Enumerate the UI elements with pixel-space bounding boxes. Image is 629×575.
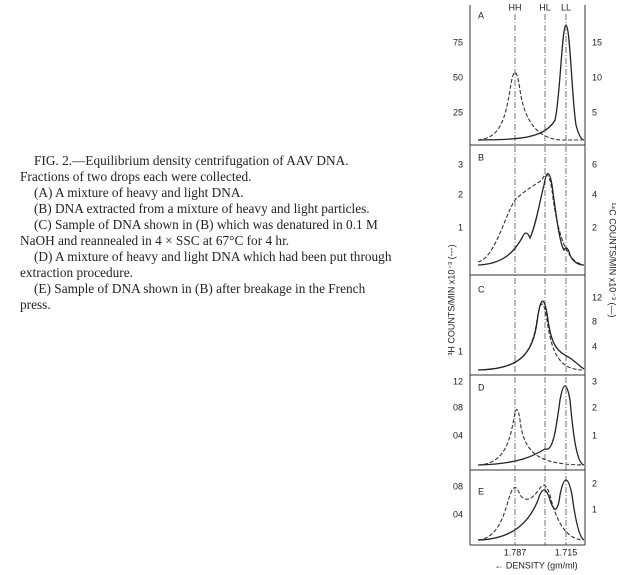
right-tick-label: 4 (592, 189, 597, 199)
band-label: HH (509, 2, 522, 12)
curve-3h (477, 484, 583, 541)
panel-letter: B (478, 152, 484, 162)
panel-letter: D (478, 382, 485, 392)
curve-3h (477, 408, 583, 466)
curve-3h (477, 173, 583, 265)
left-tick-label: 50 (453, 72, 463, 82)
right-tick-label: 2 (592, 222, 597, 232)
left-tick-label: 1 (458, 222, 463, 232)
left-tick-label: 08 (453, 481, 463, 491)
left-tick-label: 75 (453, 37, 463, 47)
curve-14c (477, 385, 585, 466)
caption-line: (C) Sample of DNA shown in (B) which was… (20, 217, 378, 248)
caption-line: FIG. 2.—Equilibrium density centrifugati… (20, 153, 349, 184)
left-tick-label: 12 (453, 376, 463, 386)
left-tick-label: 04 (453, 509, 463, 519)
curve-14c (477, 24, 585, 141)
caption-line: (A) A mixture of heavy and light DNA. (34, 185, 244, 200)
figure-caption: FIG. 2.—Equilibrium density centrifugati… (20, 153, 395, 313)
right-tick-label: 1 (592, 430, 597, 440)
band-label: HL (539, 2, 551, 12)
right-tick-label: 4 (592, 341, 597, 351)
left-tick-label: 2 (458, 189, 463, 199)
right-tick-label: 15 (592, 37, 602, 47)
right-tick-label: 12 (592, 292, 602, 302)
right-tick-label: 2 (592, 402, 597, 412)
curve-14c (477, 300, 585, 371)
x-tick-label: 1.715 (555, 547, 578, 557)
left-tick-label: 3 (458, 159, 463, 169)
curve-3h (477, 71, 582, 141)
right-tick-label: 10 (592, 72, 602, 82)
curve-14c (477, 172, 585, 266)
panel-letter: A (478, 10, 484, 20)
x-axis-title: ← DENSITY (gm/ml) (494, 560, 577, 570)
curve-14c (477, 479, 585, 541)
left-tick-label: 08 (453, 402, 463, 412)
right-tick-label: 6 (592, 159, 597, 169)
right-tick-label: 8 (592, 316, 597, 326)
x-tick-label: 1.787 (504, 547, 527, 557)
panel-letter: E (478, 486, 484, 496)
caption-line: (B) DNA extracted from a mixture of heav… (34, 201, 370, 216)
left-axis-title: ³H COUNTS/MIN x10⁻³ (---) (446, 244, 456, 355)
panel-border (470, 144, 585, 546)
band-label: LL (561, 2, 571, 12)
panel-letter: C (478, 284, 485, 294)
caption-line: (E) Sample of DNA shown in (B) after bre… (20, 281, 366, 312)
curve-3h (477, 303, 583, 371)
left-tick-label: 25 (453, 107, 463, 117)
right-tick-label: 2 (592, 478, 597, 488)
right-axis-title: ¹⁴C COUNTS/MIN x10⁻³ (—) (608, 202, 618, 317)
left-tick-label: 04 (453, 430, 463, 440)
right-tick-label: 1 (592, 504, 597, 514)
right-tick-label: 3 (592, 376, 597, 386)
right-tick-label: 5 (592, 107, 597, 117)
caption-line: (D) A mixture of heavy and light DNA whi… (20, 249, 392, 280)
left-tick-label: 1 (458, 346, 463, 356)
